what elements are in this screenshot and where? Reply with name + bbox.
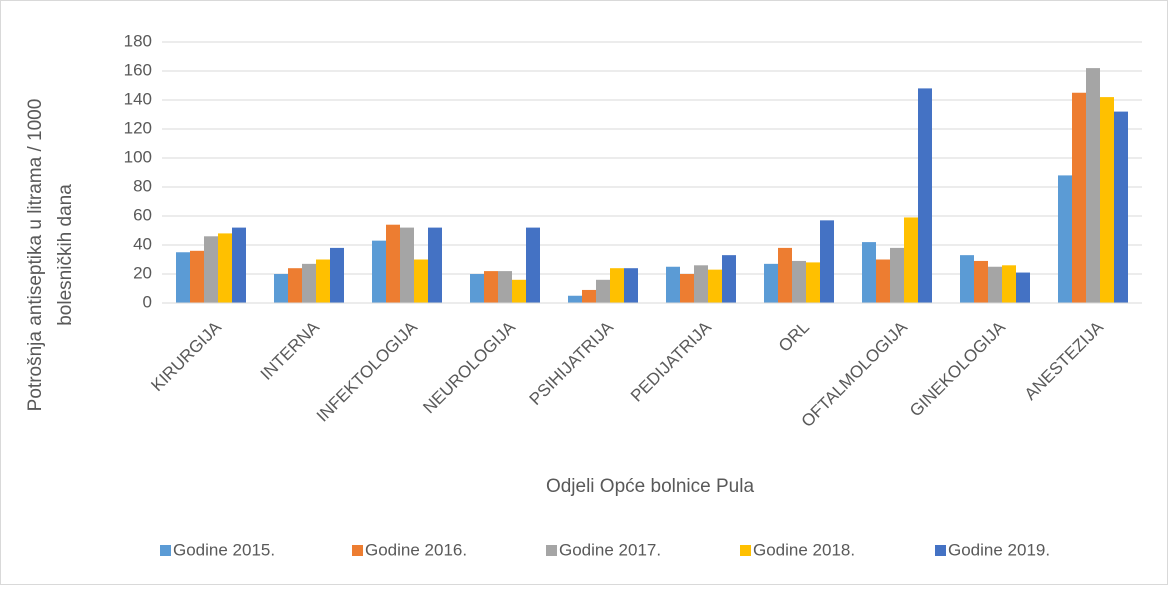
bar — [414, 259, 428, 303]
bar — [582, 289, 596, 303]
bar — [1016, 272, 1030, 303]
bar — [1114, 111, 1128, 303]
legend-label: Godine 2018. — [753, 540, 855, 559]
bar — [512, 279, 526, 303]
bar — [764, 263, 778, 303]
y-tick-label: 160 — [124, 60, 152, 79]
bar — [610, 268, 624, 303]
bar — [302, 263, 316, 303]
bar — [1058, 175, 1072, 303]
bar — [288, 268, 302, 303]
legend-label: Godine 2019. — [948, 540, 1050, 559]
bar — [470, 274, 484, 303]
bar — [190, 250, 204, 303]
bar — [722, 255, 736, 303]
bar — [890, 247, 904, 303]
legend-marker — [160, 545, 171, 556]
legend-marker — [935, 545, 946, 556]
bar — [176, 252, 190, 303]
bar — [1072, 92, 1086, 303]
y-tick-label: 40 — [133, 234, 152, 253]
bar — [708, 269, 722, 303]
y-tick-label: 180 — [124, 31, 152, 50]
y-tick-label: 80 — [133, 176, 152, 195]
y-tick-label: 0 — [143, 292, 152, 311]
y-tick-label: 140 — [124, 89, 152, 108]
bar — [400, 227, 414, 303]
bar — [484, 271, 498, 303]
bar — [498, 271, 512, 303]
bar — [680, 274, 694, 303]
bar — [274, 274, 288, 303]
bar — [694, 265, 708, 303]
y-tick-label: 60 — [133, 205, 152, 224]
legend-marker — [740, 545, 751, 556]
bar — [330, 247, 344, 303]
bar — [1086, 68, 1100, 303]
y-tick-label: 120 — [124, 118, 152, 137]
bar — [806, 262, 820, 303]
bar — [624, 268, 638, 303]
legend-marker — [352, 545, 363, 556]
bar — [792, 260, 806, 303]
bar — [862, 242, 876, 303]
legend-label: Godine 2017. — [559, 540, 661, 559]
bar — [918, 88, 932, 304]
bar — [568, 295, 582, 303]
x-axis-title: Odjeli Opće bolnice Pula — [546, 476, 754, 497]
y-tick-label: 100 — [124, 147, 152, 166]
bar — [232, 227, 246, 303]
bar — [778, 247, 792, 303]
bar — [428, 227, 442, 303]
bar — [526, 227, 540, 303]
y-axis-title: bolesničkih dana — [55, 184, 76, 326]
bar — [904, 217, 918, 303]
legend-label: Godine 2015. — [173, 540, 275, 559]
legend-marker — [546, 545, 557, 556]
y-tick-label: 20 — [133, 263, 152, 282]
bar — [218, 233, 232, 303]
bar — [1100, 97, 1114, 303]
bar — [666, 266, 680, 303]
bar — [876, 259, 890, 303]
bar — [386, 224, 400, 303]
bar — [372, 240, 386, 303]
bar — [204, 236, 218, 303]
legend-label: Godine 2016. — [365, 540, 467, 559]
bar — [1002, 265, 1016, 303]
y-axis-title: Potrošnja antiseptika u litrama / 1000 — [25, 99, 46, 412]
bar — [988, 266, 1002, 303]
bar — [596, 279, 610, 303]
bar — [974, 260, 988, 303]
bar — [316, 259, 330, 303]
bar — [960, 255, 974, 303]
bar — [820, 220, 834, 303]
